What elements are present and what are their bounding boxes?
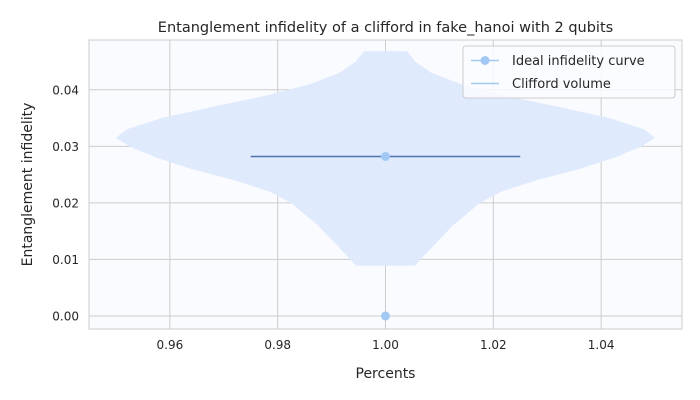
ideal-infidelity-point xyxy=(381,311,390,321)
y-axis-ticks: 0.00 0.01 0.02 0.03 0.04 xyxy=(52,83,79,323)
y-tick-label: 0.04 xyxy=(52,83,79,97)
ideal-infidelity-point xyxy=(381,152,390,162)
plot-frame xyxy=(88,39,683,330)
chart-title: Entanglement infidelity of a clifford in… xyxy=(158,20,613,36)
x-tick-label: 0.96 xyxy=(157,338,184,352)
x-tick-label: 0.98 xyxy=(264,338,291,352)
x-tick-label: 1.00 xyxy=(372,338,399,352)
legend: Ideal infidelity curve Clifford volume xyxy=(462,45,676,99)
y-tick-label: 0.01 xyxy=(52,253,79,267)
x-axis-ticks: 0.96 0.98 1.00 1.02 1.04 xyxy=(157,338,615,352)
legend-marker-ideal-infidelity-curve xyxy=(480,56,490,65)
x-tick-label: 1.04 xyxy=(588,338,615,352)
y-tick-label: 0.02 xyxy=(52,196,79,210)
y-tick-label: 0.00 xyxy=(52,309,79,323)
legend-label-clifford-volume: Clifford volume xyxy=(512,77,611,92)
series-layer xyxy=(250,152,521,321)
y-axis-label: Entanglement infidelity xyxy=(20,103,36,267)
legend-label-ideal-infidelity-curve: Ideal infidelity curve xyxy=(512,54,645,69)
x-tick-label: 1.02 xyxy=(480,338,507,352)
x-axis-label: Percents xyxy=(356,366,416,382)
legend-box xyxy=(462,45,676,99)
y-tick-label: 0.03 xyxy=(52,140,79,154)
